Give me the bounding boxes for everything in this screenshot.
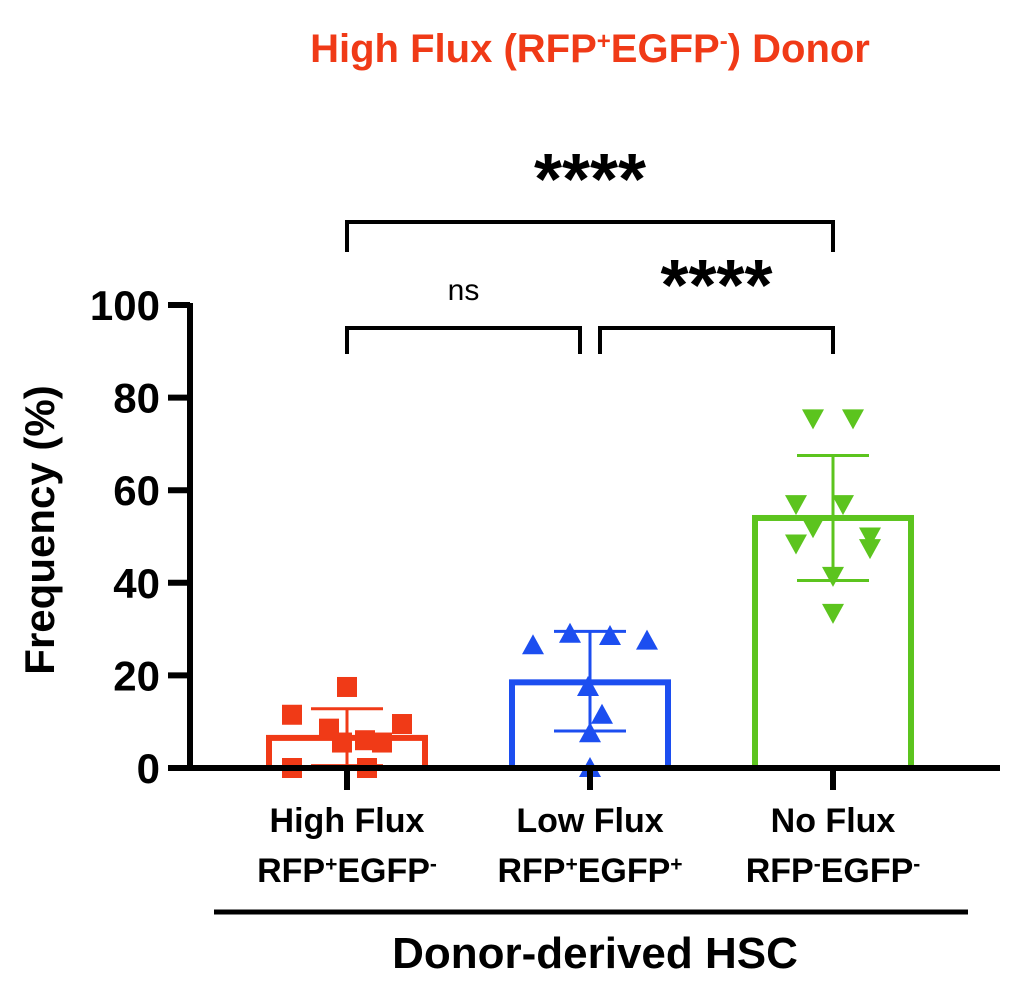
y-axis-label: Frequency (%) (16, 385, 63, 674)
y-tick-label: 0 (137, 745, 160, 792)
data-point (282, 704, 302, 725)
data-point (785, 534, 807, 555)
y-tick-label: 60 (113, 467, 160, 514)
data-point (599, 625, 621, 646)
chart-title: High Flux (RFP+EGFP-) Donor (310, 27, 870, 71)
significance-bracket (345, 220, 835, 252)
title-part-4: ) Donor (728, 27, 870, 71)
title-part-1: + (597, 28, 611, 55)
y-tick-label: 100 (90, 282, 160, 329)
data-point (636, 629, 658, 650)
data-point (785, 495, 807, 516)
x-tick-label: No Flux (771, 802, 896, 840)
data-point (319, 718, 339, 739)
data-point (392, 714, 412, 735)
x-tick-sublabel: RFP+EGFP+ (497, 852, 682, 890)
significance-bracket (598, 326, 835, 354)
data-point (859, 527, 881, 548)
data-point (822, 603, 844, 624)
x-axis (187, 765, 1000, 790)
data-point (842, 409, 864, 430)
data-point (337, 676, 357, 697)
data-point (832, 495, 854, 516)
data-point (802, 518, 824, 539)
data-point (591, 703, 613, 724)
group-bracket: Donor-derived HSC (214, 909, 968, 978)
title-part-3: - (720, 28, 728, 55)
y-axis: 0 20 40 60 80 100 (90, 282, 193, 792)
group-label: Donor-derived HSC (392, 929, 798, 978)
y-tick-label: 40 (113, 560, 160, 607)
error-bars (311, 453, 869, 768)
significance-label: **** (660, 246, 772, 326)
x-tick-labels: High Flux RFP+EGFP- Low Flux RFP+EGFP+ No Fl… (257, 802, 920, 890)
title-part-0: High Flux (RFP (310, 27, 597, 71)
data-point (802, 409, 824, 430)
x-tick-label: Low Flux (516, 802, 663, 840)
x-tick-sublabel: RFP-EGFP- (746, 852, 921, 890)
significance-bracket (345, 326, 582, 354)
data-point (859, 539, 881, 560)
significance-label: ns (448, 274, 480, 307)
significance-label: **** (534, 140, 646, 220)
significance-comparisons: ns ******** (345, 140, 835, 354)
data-point (355, 730, 375, 751)
x-tick-label: High Flux (270, 802, 425, 840)
data-point (522, 634, 544, 655)
x-tick-sublabel: RFP+EGFP- (257, 852, 437, 890)
data-point (577, 675, 599, 696)
data-point (372, 732, 392, 753)
y-tick-label: 20 (113, 652, 160, 699)
title-part-2: EGFP (611, 27, 720, 71)
y-tick-label: 80 (113, 375, 160, 422)
data-points (282, 409, 881, 778)
